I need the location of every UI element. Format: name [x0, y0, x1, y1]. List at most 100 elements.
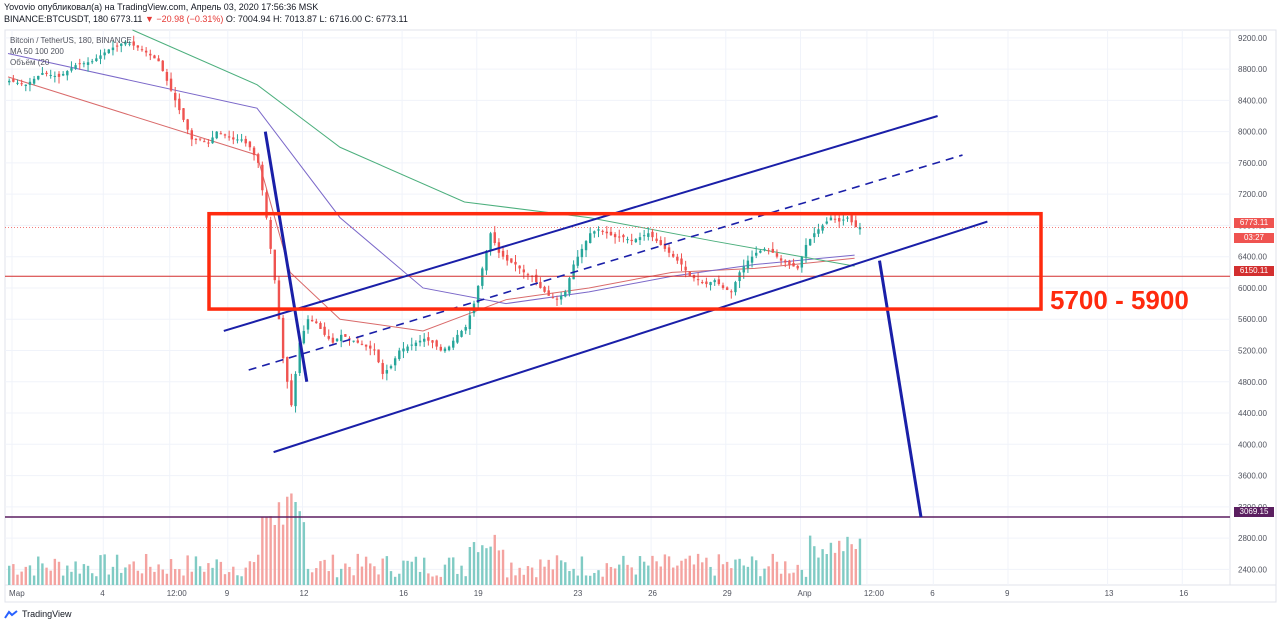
volume-bar	[472, 542, 476, 585]
candle-body	[120, 43, 123, 46]
candle-body	[95, 58, 98, 62]
volume-bar	[613, 568, 617, 585]
candle-body	[518, 265, 521, 269]
candle-body	[315, 321, 318, 324]
volume-bar	[190, 571, 193, 585]
x-tick-label: 29	[723, 589, 732, 598]
volume-bar	[435, 575, 438, 585]
candle-body	[53, 75, 57, 77]
candle-body	[356, 340, 359, 343]
volume-bar	[692, 564, 696, 585]
volume-bar	[423, 557, 426, 585]
candle-body	[335, 338, 339, 342]
candle-body	[66, 71, 69, 76]
volume-bar	[609, 566, 613, 585]
x-tick-label: Апр	[798, 589, 813, 598]
volume-bar	[223, 574, 227, 585]
candle-body	[273, 249, 276, 281]
candle-body	[227, 136, 231, 138]
candle-body	[489, 233, 492, 251]
candle-body	[294, 373, 297, 407]
volume-bar	[203, 571, 206, 585]
volume-bar	[252, 562, 256, 585]
y-tick-label: 2400.00	[1238, 565, 1267, 574]
volume-bar	[427, 573, 430, 585]
candle-body	[211, 137, 214, 144]
candle-body	[514, 261, 517, 265]
candle-body	[626, 239, 629, 241]
volume-bar	[659, 566, 662, 585]
candle-body	[277, 280, 281, 320]
candle-body	[186, 119, 189, 130]
candle-body	[431, 340, 434, 343]
candle-body	[302, 330, 306, 344]
candle-body	[734, 282, 737, 293]
volume-bar	[804, 576, 808, 585]
candle-body	[821, 225, 824, 231]
volume-bar	[41, 563, 44, 585]
volume-bar	[178, 569, 181, 585]
candle-body	[850, 215, 853, 223]
candle-body	[443, 348, 447, 352]
volume-bar	[157, 564, 160, 585]
y-tick-label: 5600.00	[1238, 315, 1267, 324]
candle-body	[153, 55, 156, 59]
candle-body	[215, 131, 218, 139]
volume-bar	[165, 573, 169, 585]
legend-title: Bitcoin / TetherUS, 180, BINANCE	[10, 36, 132, 45]
brand-label: TradingView	[22, 609, 72, 619]
candle-body	[808, 239, 812, 246]
volume-bar	[452, 557, 455, 585]
volume-bar	[194, 556, 198, 585]
volume-bar	[443, 564, 447, 585]
candle-body	[157, 58, 160, 62]
candle-body	[717, 279, 721, 285]
candle-body	[622, 235, 625, 238]
volume-bar	[742, 565, 745, 585]
candle-body	[858, 226, 862, 230]
volume-bar	[86, 565, 90, 585]
volume-bar	[281, 524, 285, 585]
tradingview-logo[interactable]: TradingView	[4, 609, 72, 619]
volume-bar	[854, 549, 857, 585]
volume-bar	[576, 575, 579, 585]
candle-body	[99, 55, 102, 59]
volume-bar	[103, 554, 106, 585]
candle-body	[319, 323, 322, 329]
volume-bar	[144, 553, 148, 585]
candle-body	[605, 231, 608, 234]
candle-body	[32, 78, 36, 84]
candle-body	[28, 81, 32, 85]
candle-body	[647, 233, 650, 237]
volume-bar	[91, 573, 94, 585]
volume-bar	[207, 563, 210, 585]
candle-body	[207, 142, 210, 144]
x-tick-label: 9	[225, 589, 230, 598]
volume-bar	[526, 566, 530, 585]
candle-body	[535, 274, 538, 283]
volume-bar	[236, 575, 239, 585]
volume-bar	[584, 575, 588, 585]
volume-bar	[485, 548, 488, 585]
candle-body	[842, 219, 845, 221]
volume-bar	[709, 566, 712, 585]
x-tick-label: 6	[930, 589, 935, 598]
ma-line	[7, 52, 855, 305]
y-tick-label: 9200.00	[1238, 34, 1267, 43]
candle-body	[240, 139, 243, 141]
volume-bar	[99, 555, 102, 585]
volume-bar	[580, 556, 584, 585]
candle-body	[476, 286, 480, 303]
volume-bar	[638, 556, 642, 585]
candle-body	[427, 337, 430, 341]
volume-bar	[57, 561, 61, 585]
volume-bar	[335, 577, 339, 585]
volume-bar	[323, 559, 326, 585]
volume-bar	[389, 571, 393, 585]
volume-bar	[518, 567, 521, 585]
volume-bar	[120, 572, 123, 585]
volume-bar	[622, 555, 625, 585]
candle-body	[140, 49, 144, 51]
candle-body	[833, 218, 837, 220]
